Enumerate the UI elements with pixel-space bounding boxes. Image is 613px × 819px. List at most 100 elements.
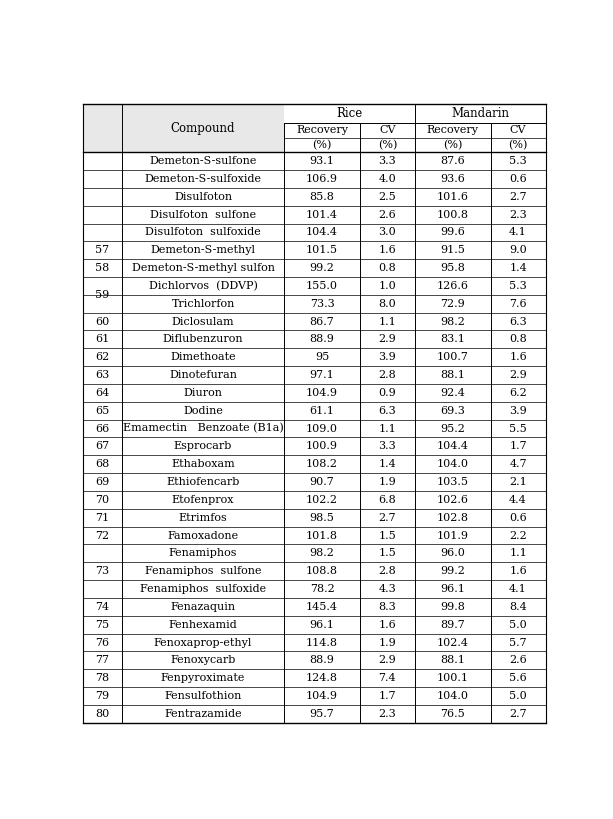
Text: 2.8: 2.8 xyxy=(378,566,396,577)
Text: 3.9: 3.9 xyxy=(378,352,396,362)
Text: 2.7: 2.7 xyxy=(509,708,527,719)
Text: 72: 72 xyxy=(96,531,110,541)
Text: Fenamiphos  sulfoxide: Fenamiphos sulfoxide xyxy=(140,584,266,594)
Text: Dichlorvos  (DDVP): Dichlorvos (DDVP) xyxy=(148,281,257,291)
Text: 4.4: 4.4 xyxy=(509,495,527,505)
Text: 102.2: 102.2 xyxy=(306,495,338,505)
Text: 101.5: 101.5 xyxy=(306,245,338,256)
Text: 90.7: 90.7 xyxy=(310,477,334,487)
Text: 76: 76 xyxy=(96,637,110,648)
Text: 101.9: 101.9 xyxy=(436,531,469,541)
Text: 60: 60 xyxy=(95,317,110,327)
Text: 96.1: 96.1 xyxy=(310,620,335,630)
Text: 97.1: 97.1 xyxy=(310,370,334,380)
Text: 93.6: 93.6 xyxy=(440,174,465,184)
Text: 95.7: 95.7 xyxy=(310,708,334,719)
Text: Emamectin   Benzoate (B1a): Emamectin Benzoate (B1a) xyxy=(123,423,283,434)
Text: Fenamiphos  sulfone: Fenamiphos sulfone xyxy=(145,566,261,577)
Text: 1.1: 1.1 xyxy=(509,549,527,559)
Text: 4.3: 4.3 xyxy=(378,584,396,594)
Text: Demeton-S-methyl: Demeton-S-methyl xyxy=(151,245,256,256)
Text: 104.4: 104.4 xyxy=(306,228,338,238)
Text: 78.2: 78.2 xyxy=(310,584,334,594)
Text: 5.7: 5.7 xyxy=(509,637,527,648)
Text: Diflubenzuron: Diflubenzuron xyxy=(163,334,243,345)
Text: Dodine: Dodine xyxy=(183,405,223,416)
Text: 104.9: 104.9 xyxy=(306,691,338,701)
Text: 57: 57 xyxy=(96,245,110,256)
Text: 1.0: 1.0 xyxy=(378,281,396,291)
Text: 93.1: 93.1 xyxy=(310,156,335,166)
Text: 7.6: 7.6 xyxy=(509,299,527,309)
Text: 85.8: 85.8 xyxy=(310,192,335,201)
Text: 108.2: 108.2 xyxy=(306,459,338,469)
Text: Compound: Compound xyxy=(171,122,235,135)
Text: 101.6: 101.6 xyxy=(436,192,469,201)
Text: 5.6: 5.6 xyxy=(509,673,527,683)
Text: 74: 74 xyxy=(96,602,110,612)
Text: 88.9: 88.9 xyxy=(310,334,335,345)
Text: 102.4: 102.4 xyxy=(436,637,469,648)
Text: 96.0: 96.0 xyxy=(440,549,465,559)
Text: 2.7: 2.7 xyxy=(379,513,396,523)
Text: Demeton-S-methyl sulfon: Demeton-S-methyl sulfon xyxy=(132,263,275,273)
Text: CV: CV xyxy=(379,125,395,135)
Text: Dinotefuran: Dinotefuran xyxy=(169,370,237,380)
Text: Disulfoton  sulfoxide: Disulfoton sulfoxide xyxy=(145,228,261,238)
Text: 1.5: 1.5 xyxy=(378,549,396,559)
Text: 99.2: 99.2 xyxy=(310,263,335,273)
Text: 62: 62 xyxy=(95,352,110,362)
Text: Fentrazamide: Fentrazamide xyxy=(164,708,242,719)
Text: 64: 64 xyxy=(95,388,110,398)
Text: 99.6: 99.6 xyxy=(440,228,465,238)
Text: 95.2: 95.2 xyxy=(440,423,465,433)
Text: 1.9: 1.9 xyxy=(378,477,396,487)
Text: 72.9: 72.9 xyxy=(440,299,465,309)
Text: 88.9: 88.9 xyxy=(310,655,335,665)
Text: 1.1: 1.1 xyxy=(378,317,396,327)
Text: 92.4: 92.4 xyxy=(440,388,465,398)
Text: 3.3: 3.3 xyxy=(378,441,396,451)
Text: 58: 58 xyxy=(95,263,110,273)
Text: 1.6: 1.6 xyxy=(509,352,527,362)
Text: 114.8: 114.8 xyxy=(306,637,338,648)
Text: 1.4: 1.4 xyxy=(378,459,396,469)
Text: Recovery: Recovery xyxy=(427,125,479,135)
Text: Diuron: Diuron xyxy=(183,388,223,398)
Text: Fenoxaprop-ethyl: Fenoxaprop-ethyl xyxy=(154,637,253,648)
Text: Fenpyroximate: Fenpyroximate xyxy=(161,673,245,683)
Text: Rice: Rice xyxy=(337,107,362,120)
Text: 96.1: 96.1 xyxy=(440,584,465,594)
Text: 69.3: 69.3 xyxy=(440,405,465,416)
Text: Demeton-S-sulfoxide: Demeton-S-sulfoxide xyxy=(145,174,262,184)
Text: 9.0: 9.0 xyxy=(509,245,527,256)
Text: 1.5: 1.5 xyxy=(378,531,396,541)
Text: 79: 79 xyxy=(96,691,110,701)
Text: 65: 65 xyxy=(95,405,110,416)
Text: 6.3: 6.3 xyxy=(378,405,396,416)
Text: Mandarin: Mandarin xyxy=(451,107,509,120)
Text: Esprocarb: Esprocarb xyxy=(174,441,232,451)
Text: 98.5: 98.5 xyxy=(310,513,335,523)
Text: 102.6: 102.6 xyxy=(436,495,469,505)
Text: 99.8: 99.8 xyxy=(440,602,465,612)
Text: 2.2: 2.2 xyxy=(509,531,527,541)
Text: 2.3: 2.3 xyxy=(509,210,527,219)
Text: 4.1: 4.1 xyxy=(509,584,527,594)
Text: 1.6: 1.6 xyxy=(509,566,527,577)
Text: Recovery: Recovery xyxy=(296,125,348,135)
Text: (%): (%) xyxy=(443,140,462,150)
Text: Disulfoton: Disulfoton xyxy=(174,192,232,201)
Text: 2.9: 2.9 xyxy=(378,655,396,665)
Text: 75: 75 xyxy=(96,620,110,630)
Text: 5.5: 5.5 xyxy=(509,423,527,433)
Text: Famoxadone: Famoxadone xyxy=(167,531,238,541)
Text: 5.3: 5.3 xyxy=(509,156,527,166)
Text: 5.0: 5.0 xyxy=(509,691,527,701)
Text: 1.6: 1.6 xyxy=(378,245,396,256)
Text: 89.7: 89.7 xyxy=(440,620,465,630)
Text: 1.9: 1.9 xyxy=(378,637,396,648)
Text: 108.8: 108.8 xyxy=(306,566,338,577)
Text: 0.6: 0.6 xyxy=(509,513,527,523)
Text: Etofenprox: Etofenprox xyxy=(172,495,234,505)
